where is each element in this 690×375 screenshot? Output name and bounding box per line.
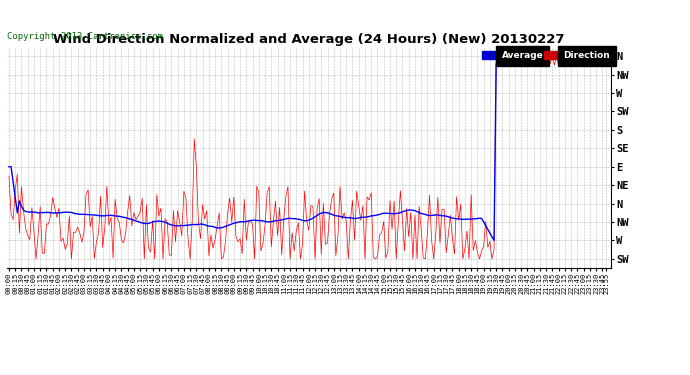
Legend: Average, Direction: Average, Direction bbox=[480, 49, 612, 62]
Text: Copyright 2013 Cartronics.com: Copyright 2013 Cartronics.com bbox=[7, 32, 163, 41]
Title: Wind Direction Normalized and Average (24 Hours) (New) 20130227: Wind Direction Normalized and Average (2… bbox=[53, 33, 564, 46]
